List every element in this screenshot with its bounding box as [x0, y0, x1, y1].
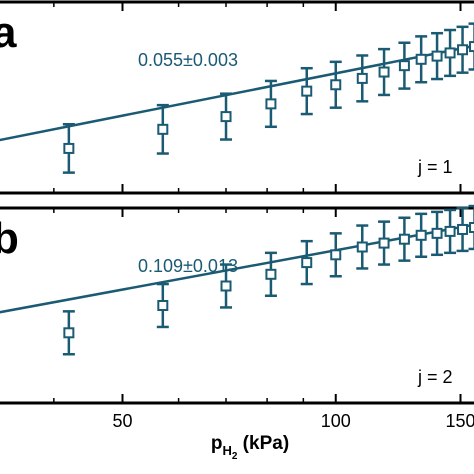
data-point	[415, 35, 428, 84]
marker-square	[63, 142, 75, 154]
x-axis-label: pH2 (kPa)	[211, 433, 289, 462]
data-point	[356, 54, 369, 103]
marker-square	[265, 268, 277, 280]
x-axis-label-unit: (kPa)	[237, 433, 289, 454]
marker-square	[356, 72, 368, 84]
j-label: j = 2	[417, 367, 453, 387]
marker-square	[444, 225, 456, 237]
panels-layer: a 0.055±0.003 j = 1 b 0.109±0.013 j = 2 50 100 1…	[0, 0, 474, 431]
x-axis-label-main: p	[211, 433, 223, 454]
marker-square	[398, 60, 410, 72]
data-point	[378, 220, 391, 266]
marker-square	[398, 233, 410, 245]
data-point	[62, 122, 75, 174]
data-point	[300, 66, 313, 116]
x-tick-label: 100	[321, 411, 351, 431]
data-point	[329, 232, 342, 278]
panel-frame	[0, 0, 474, 195]
marker-square	[330, 79, 342, 91]
x-tick-label: 150	[445, 411, 474, 431]
panel-label: a	[0, 8, 17, 57]
data-point	[220, 92, 233, 141]
marker-square	[157, 300, 169, 311]
data-point	[468, 204, 474, 251]
data-point	[156, 103, 169, 155]
panel-label: b	[0, 214, 19, 263]
data-point	[300, 239, 313, 286]
marker-square	[356, 241, 368, 253]
marker-square	[378, 237, 390, 249]
marker-square	[457, 44, 469, 56]
marker-square	[469, 41, 474, 53]
data-point	[62, 310, 75, 356]
panel-a: a 0.055±0.003 j = 1	[0, 0, 474, 195]
svg-text:pH2 (kPa): pH2 (kPa)	[211, 433, 289, 462]
slope-annotation: 0.055±0.003	[138, 50, 238, 70]
data-point	[264, 251, 277, 297]
marker-square	[431, 50, 443, 62]
marker-square	[415, 53, 427, 65]
marker-square	[378, 66, 390, 78]
data-point	[398, 41, 411, 90]
x-axis-label-sub2: 2	[232, 451, 238, 462]
marker-square	[431, 227, 443, 239]
data-point	[456, 25, 469, 74]
marker-square	[457, 223, 469, 235]
data-point	[329, 60, 342, 109]
x-axis-label-sub1: H	[222, 443, 231, 458]
j-label: j = 1	[417, 157, 453, 177]
marker-square	[415, 229, 427, 241]
marker-square	[220, 280, 232, 292]
panel-b: b 0.109±0.013 j = 2	[0, 204, 474, 405]
data-point	[444, 28, 457, 78]
data-point	[264, 79, 277, 129]
marker-square	[444, 47, 456, 59]
marker-square	[301, 85, 313, 97]
data-point	[468, 22, 474, 71]
x-tick-label: 50	[112, 411, 132, 431]
marker-square	[330, 249, 342, 261]
data-point	[398, 216, 411, 262]
panel-frame	[0, 206, 474, 405]
data-point	[356, 224, 369, 270]
data-point	[456, 206, 469, 253]
data-point	[431, 31, 444, 81]
data-point	[444, 208, 457, 255]
marker-square	[63, 327, 75, 339]
marker-square	[220, 111, 232, 123]
marker-square	[301, 257, 313, 269]
data-point	[415, 212, 428, 258]
slope-annotation: 0.109±0.013	[138, 256, 238, 276]
marker-square	[265, 98, 277, 110]
data-point	[431, 210, 444, 257]
marker-square	[469, 222, 474, 233]
marker-square	[157, 123, 169, 135]
data-point	[220, 263, 233, 309]
data-point	[378, 47, 391, 97]
data-point	[156, 282, 169, 329]
